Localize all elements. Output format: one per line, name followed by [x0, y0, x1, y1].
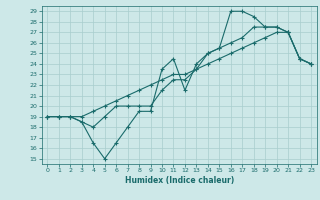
X-axis label: Humidex (Indice chaleur): Humidex (Indice chaleur): [124, 176, 234, 185]
